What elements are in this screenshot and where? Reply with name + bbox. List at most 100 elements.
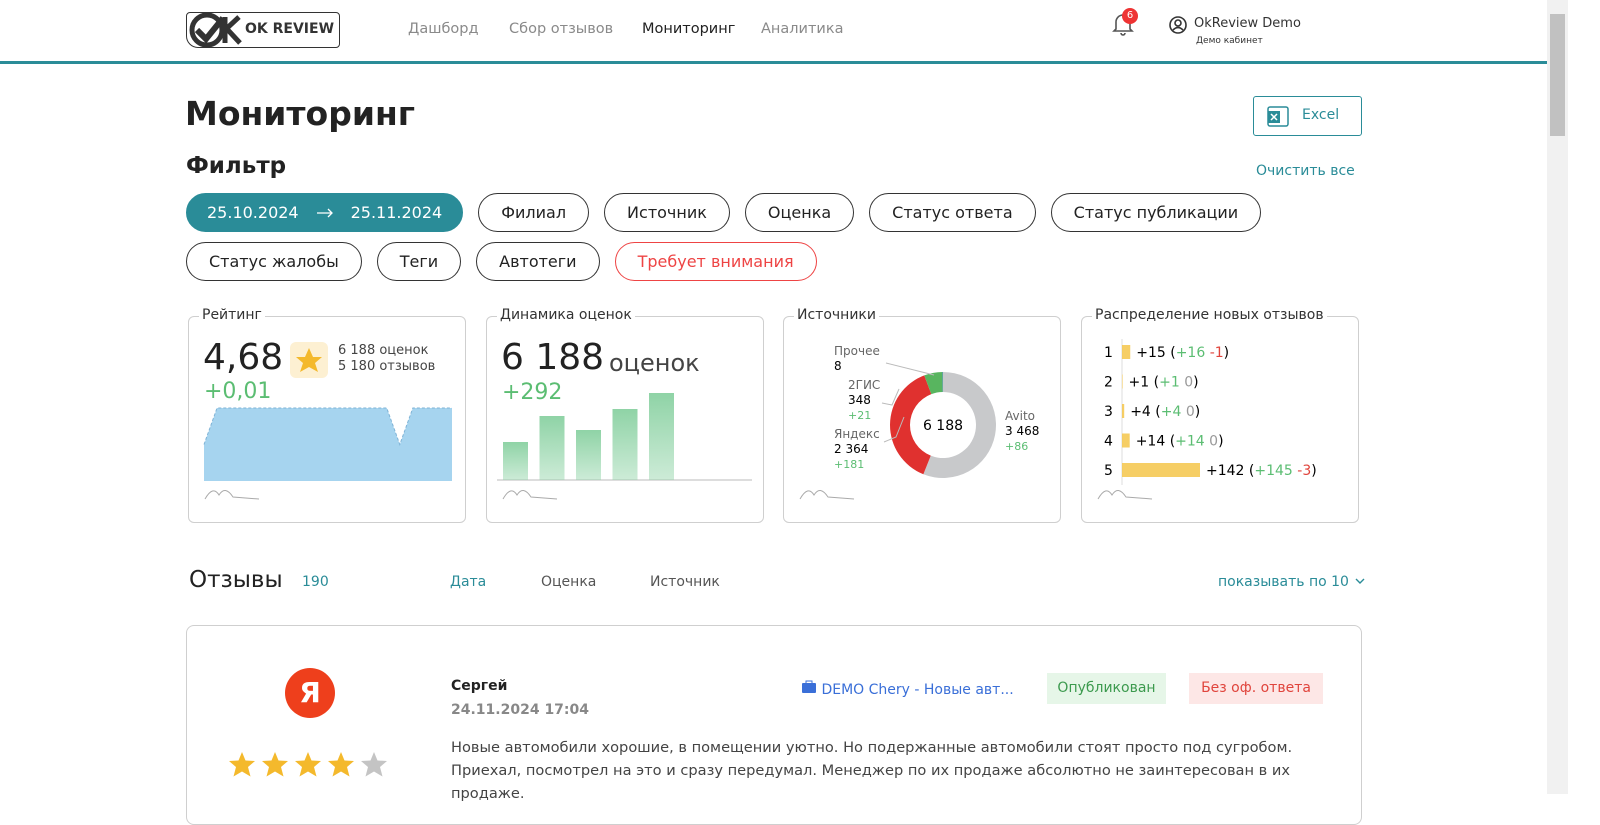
page-title: Мониторинг <box>185 94 415 133</box>
dist-minus: 0 <box>1209 434 1218 450</box>
card-icon <box>800 490 854 499</box>
rating-count: 6 188 оценок <box>338 343 428 358</box>
dist-bar <box>1122 404 1124 418</box>
source-delta: +21 <box>848 409 871 422</box>
branch-label: DEMO Chery - Новые авт... <box>821 682 1013 698</box>
review-stars <box>227 750 397 782</box>
star <box>361 752 387 777</box>
bracket: ) <box>1224 345 1229 361</box>
dist-label: +14 (+14 0) <box>1136 434 1224 450</box>
review-author: Сергей <box>451 678 507 694</box>
page-size[interactable]: показывать по 10 <box>1218 574 1367 590</box>
source-name: Прочее <box>834 344 880 358</box>
page-size-label: показывать по 10 <box>1218 574 1349 590</box>
scroll-thumb[interactable] <box>1550 14 1565 136</box>
dynamics-value: 6 188 <box>501 337 604 378</box>
source-value: 3 468 <box>1005 424 1039 438</box>
rank: 1 <box>1104 345 1113 361</box>
nav-item[interactable]: Мониторинг <box>642 21 735 37</box>
filter-pill[interactable]: Статус ответа <box>869 193 1035 232</box>
dist-minus: 0 <box>1186 404 1195 420</box>
answer-badge: Без оф. ответа <box>1189 673 1323 704</box>
card-icon <box>1098 490 1152 499</box>
scrollbar[interactable] <box>1547 0 1568 794</box>
source-name: Яндекс <box>834 427 880 441</box>
filter-pill[interactable]: Источник <box>604 193 730 232</box>
page: OK REVIEW Дашборд Сбор отзывов Мониторинг А… <box>0 0 1600 794</box>
dynamics-delta: +292 <box>502 380 562 405</box>
dist-plus: +4 <box>1161 404 1182 420</box>
header-line <box>0 61 1547 64</box>
source-delta: +86 <box>1005 440 1028 453</box>
star <box>295 752 321 777</box>
sort-item[interactable]: Источник <box>650 574 723 592</box>
sort-label: Дата <box>450 574 486 590</box>
nav-item[interactable]: Аналитика <box>761 21 844 37</box>
user-icon[interactable] <box>1168 15 1188 35</box>
nav-item[interactable]: Дашборд <box>408 21 479 37</box>
filter-pill[interactable]: Статус публикации <box>1051 193 1262 232</box>
review-date: 24.11.2024 17:04 <box>451 702 589 718</box>
star-icon <box>290 342 328 378</box>
excel-label: Excel <box>1302 107 1339 123</box>
dist-bar <box>1122 434 1130 448</box>
date-from: 25.10.2024 <box>207 203 299 222</box>
rating-area <box>204 408 452 481</box>
star-rating <box>229 752 387 777</box>
leader-line <box>886 363 934 375</box>
bracket: ) <box>1193 375 1198 391</box>
dist-label: +142 (+145 -3) <box>1206 463 1317 479</box>
card-title: Рейтинг <box>199 307 265 323</box>
logo[interactable]: OK REVIEW <box>186 12 340 48</box>
source-icon: Я <box>285 668 335 718</box>
filter-pill[interactable]: Теги <box>377 242 461 281</box>
review-card: Я Сергей 24.11.2024 17:04 DEMO Chery - Н… <box>186 625 1362 825</box>
bar <box>576 430 601 480</box>
bracket: ) <box>1195 404 1200 420</box>
reviews-title: Отзывы <box>189 567 283 593</box>
dist-minus: 0 <box>1184 375 1193 391</box>
filter-pill[interactable]: Филиал <box>478 193 589 232</box>
bar <box>613 409 638 480</box>
rank: 2 <box>1104 375 1113 391</box>
rank: 3 <box>1104 404 1113 420</box>
filter-pill[interactable]: Оценка <box>745 193 854 232</box>
filter-pill[interactable]: Автотеги <box>476 242 599 281</box>
dist-plus: +16 <box>1176 345 1206 361</box>
review-branch[interactable]: DEMO Chery - Новые авт... <box>801 680 1014 698</box>
sort-label: Оценка <box>541 574 596 590</box>
source-value: 8 <box>834 359 842 373</box>
dist-label: +4 (+4 0) <box>1130 404 1200 420</box>
source-delta: +181 <box>834 458 864 471</box>
sort-item[interactable]: Дата <box>450 574 489 592</box>
clear-filters[interactable]: Очистить все <box>1256 163 1355 179</box>
branch-icon <box>801 680 817 694</box>
card-icon <box>205 490 259 499</box>
dist-total: +1 <box>1129 375 1150 391</box>
dist-minus: -1 <box>1210 345 1224 361</box>
source-name: Avito <box>1005 409 1035 423</box>
star <box>262 752 288 777</box>
dist-label: +1 (+1 0) <box>1129 375 1199 391</box>
review-text: Новые автомобили хорошие, в помещении ую… <box>451 736 1331 805</box>
rating-card: Рейтинг 4,68 6 188 оценок 5 180 отзывов … <box>188 316 466 523</box>
dist-total: +142 <box>1206 463 1244 479</box>
nav-item[interactable]: Сбор отзывов <box>509 21 613 37</box>
bar <box>649 393 674 480</box>
dist-plus: +14 <box>1175 434 1205 450</box>
sort-item[interactable]: Оценка <box>541 574 599 592</box>
bracket: ) <box>1311 463 1316 479</box>
excel-icon <box>1267 106 1291 128</box>
chevron <box>1353 576 1367 586</box>
date-range[interactable]: 25.10.2024 25.11.2024 <box>186 193 463 232</box>
rating-delta: +0,01 <box>204 379 271 404</box>
user-name[interactable]: OkReview Demo <box>1194 16 1301 31</box>
user-sub: Демо кабинет <box>1196 36 1263 46</box>
attention-pill[interactable]: Требует внимания <box>615 242 817 281</box>
dynamics-unit: оценок <box>609 349 700 377</box>
excel-button[interactable]: Excel <box>1253 96 1362 136</box>
dist-label: +15 (+16 -1) <box>1136 345 1229 361</box>
status-badge: Опубликован <box>1047 673 1166 704</box>
filter-pill[interactable]: Статус жалобы <box>186 242 362 281</box>
